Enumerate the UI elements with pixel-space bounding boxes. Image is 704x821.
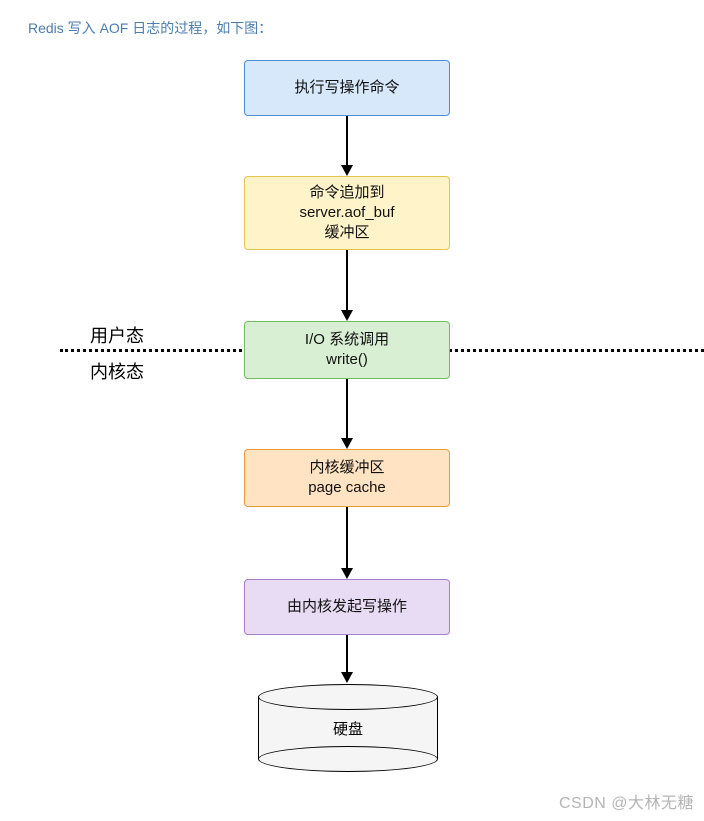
cylinder-bottom bbox=[258, 746, 438, 772]
arrow-4 bbox=[346, 507, 348, 577]
box-io-write: I/O 系统调用write() bbox=[244, 321, 450, 379]
kernel-mode-label: 内核态 bbox=[90, 358, 144, 384]
arrow-1 bbox=[346, 116, 348, 174]
box-kernel-write: 由内核发起写操作 bbox=[244, 579, 450, 635]
flow-diagram: 用户态 内核态 执行写操作命令 命令追加到server.aof_buf缓冲区 I… bbox=[0, 60, 704, 820]
disk-label: 硬盘 bbox=[333, 718, 363, 739]
box-append-aof-buf: 命令追加到server.aof_buf缓冲区 bbox=[244, 176, 450, 250]
arrow-2 bbox=[346, 250, 348, 319]
box-exec-command: 执行写操作命令 bbox=[244, 60, 450, 116]
box-page-cache: 内核缓冲区page cache bbox=[244, 449, 450, 507]
cylinder-top bbox=[258, 684, 438, 710]
user-mode-label: 用户态 bbox=[90, 322, 144, 348]
watermark: CSDN @大林无糖 bbox=[559, 789, 694, 813]
arrow-5 bbox=[346, 635, 348, 681]
arrow-3 bbox=[346, 379, 348, 447]
page-title: Redis 写入 AOF 日志的过程，如下图： bbox=[28, 18, 272, 38]
